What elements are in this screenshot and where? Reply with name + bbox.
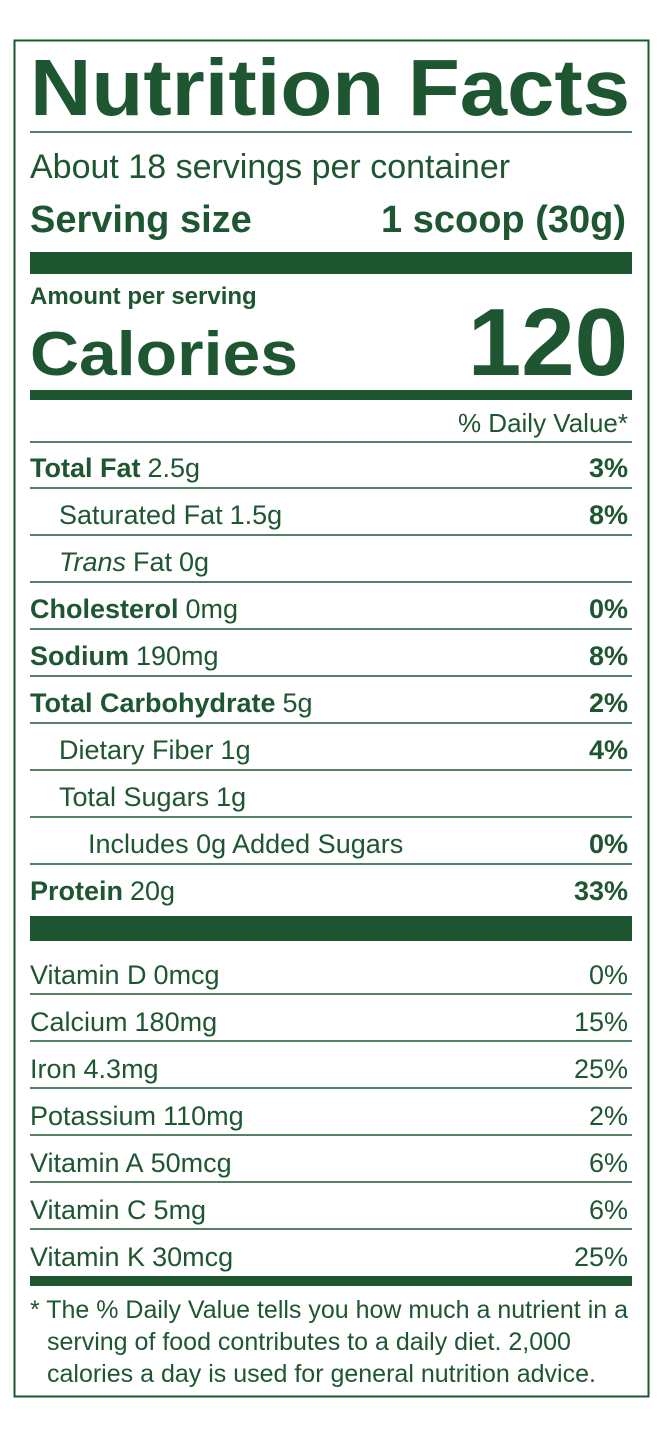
vitamin-row: Vitamin K 30mcg bbox=[30, 1242, 233, 1272]
vitamin-name: Calcium bbox=[30, 1007, 128, 1037]
daily-value: 15% bbox=[574, 1007, 628, 1037]
daily-value: 4% bbox=[589, 735, 628, 765]
nutrient-name: Total Fat bbox=[30, 453, 141, 483]
nutrient-row: Dietary Fiber 1g bbox=[59, 735, 251, 765]
nutrient-row: Protein 20g bbox=[30, 876, 175, 906]
daily-value: 0% bbox=[589, 594, 628, 624]
vitamin-amount: 4.3mg bbox=[84, 1054, 159, 1084]
vitamin-name: Potassium bbox=[30, 1101, 156, 1131]
nutrient-row: Cholesterol 0mg bbox=[30, 594, 238, 624]
nutrient-row: Total Sugars 1g bbox=[59, 782, 246, 812]
title: Nutrition Facts bbox=[30, 43, 630, 132]
medium-bar bbox=[30, 1276, 632, 1286]
daily-value: 33% bbox=[574, 876, 628, 906]
vitamin-row: Vitamin D 0mcg bbox=[30, 960, 220, 990]
nutrient-row: Sodium 190mg bbox=[30, 641, 219, 671]
nutrient-amount: 5g bbox=[283, 688, 313, 718]
daily-value: 3% bbox=[589, 453, 628, 483]
vitamin-amount: 180mg bbox=[135, 1007, 218, 1037]
daily-value: 6% bbox=[589, 1148, 628, 1178]
vitamin-row: Potassium 110mg bbox=[30, 1101, 244, 1131]
daily-value: 25% bbox=[574, 1242, 628, 1272]
nutrient-amount: 20g bbox=[130, 876, 175, 906]
nutrient-name: Total Sugars bbox=[59, 782, 209, 812]
vitamin-amount: 30mcg bbox=[152, 1242, 233, 1272]
serving-size-label: Serving size bbox=[30, 199, 252, 241]
nutrient-amount: 1.5g bbox=[230, 500, 283, 530]
medium-bar bbox=[30, 390, 632, 400]
daily-value: 8% bbox=[589, 500, 628, 530]
vitamin-row: Calcium 180mg bbox=[30, 1007, 217, 1037]
vitamin-name: Vitamin A bbox=[30, 1148, 144, 1178]
daily-value: 2% bbox=[589, 688, 628, 718]
daily-value: 6% bbox=[589, 1195, 628, 1225]
vitamin-amount: 50mcg bbox=[151, 1148, 232, 1178]
vitamin-amount: 0mcg bbox=[154, 960, 220, 990]
footnote-line: calories a day is used for general nutri… bbox=[47, 1360, 596, 1388]
vitamin-name: Iron bbox=[30, 1054, 77, 1084]
nutrient-name: Fat bbox=[133, 547, 173, 577]
nutrient-name: Protein bbox=[30, 876, 123, 906]
daily-value: 25% bbox=[574, 1054, 628, 1084]
vitamin-name: Vitamin D bbox=[30, 960, 147, 990]
nutrient-amount: 1g bbox=[216, 782, 246, 812]
daily-value: 2% bbox=[589, 1101, 628, 1131]
nutrient-amount: 1g bbox=[221, 735, 251, 765]
footnote-line: serving of food contributes to a daily d… bbox=[47, 1328, 571, 1356]
nutrient-row: Total Fat 2.5g bbox=[30, 453, 200, 483]
vitamin-amount: 110mg bbox=[163, 1101, 244, 1131]
daily-value: 0% bbox=[589, 960, 628, 990]
vitamin-amount: 5mg bbox=[154, 1195, 207, 1225]
nutrient-row: Total Carbohydrate 5g bbox=[30, 688, 313, 718]
calories-value: 120 bbox=[468, 289, 628, 396]
nutrient-name: Sodium bbox=[30, 641, 129, 671]
italic-prefix: Trans bbox=[59, 547, 126, 577]
footnote-line: * The % Daily Value tells you how much a… bbox=[30, 1296, 628, 1324]
dv-header: % Daily Value* bbox=[458, 408, 628, 438]
thick-bar bbox=[30, 916, 632, 941]
nutrient-name: Total Carbohydrate bbox=[30, 688, 276, 718]
servings: About 18 servings per container bbox=[30, 148, 510, 186]
nutrient-name: Cholesterol bbox=[30, 594, 179, 624]
nutrient-name: Saturated Fat bbox=[59, 500, 223, 530]
nutrient-name: Dietary Fiber bbox=[59, 735, 214, 765]
nutrient-amount: 190mg bbox=[136, 641, 219, 671]
border bbox=[13, 39, 650, 1398]
calories-label: Calories bbox=[30, 320, 298, 389]
nutrient-name: Includes 0g Added Sugars bbox=[88, 829, 403, 859]
thick-bar bbox=[30, 252, 632, 274]
nutrient-row: Saturated Fat 1.5g bbox=[59, 500, 282, 530]
nutrient-amount: 0g bbox=[179, 547, 209, 577]
vitamin-row: Vitamin C 5mg bbox=[30, 1195, 206, 1225]
vitamin-row: Iron 4.3mg bbox=[30, 1054, 159, 1084]
nutrient-row: Trans Fat 0g bbox=[59, 547, 209, 577]
nutrient-amount: 0mg bbox=[186, 594, 239, 624]
vitamin-name: Vitamin K bbox=[30, 1242, 145, 1272]
daily-value: 8% bbox=[589, 641, 628, 671]
serving-size: 1 scoop (30g) bbox=[381, 199, 626, 241]
nutrient-amount: 2.5g bbox=[148, 453, 201, 483]
vitamin-name: Vitamin C bbox=[30, 1195, 147, 1225]
vitamin-row: Vitamin A 50mcg bbox=[30, 1148, 232, 1178]
nutrient-row: Includes 0g Added Sugars bbox=[88, 829, 403, 859]
amount-per-serving: Amount per serving bbox=[30, 283, 257, 310]
daily-value: 0% bbox=[589, 829, 628, 859]
